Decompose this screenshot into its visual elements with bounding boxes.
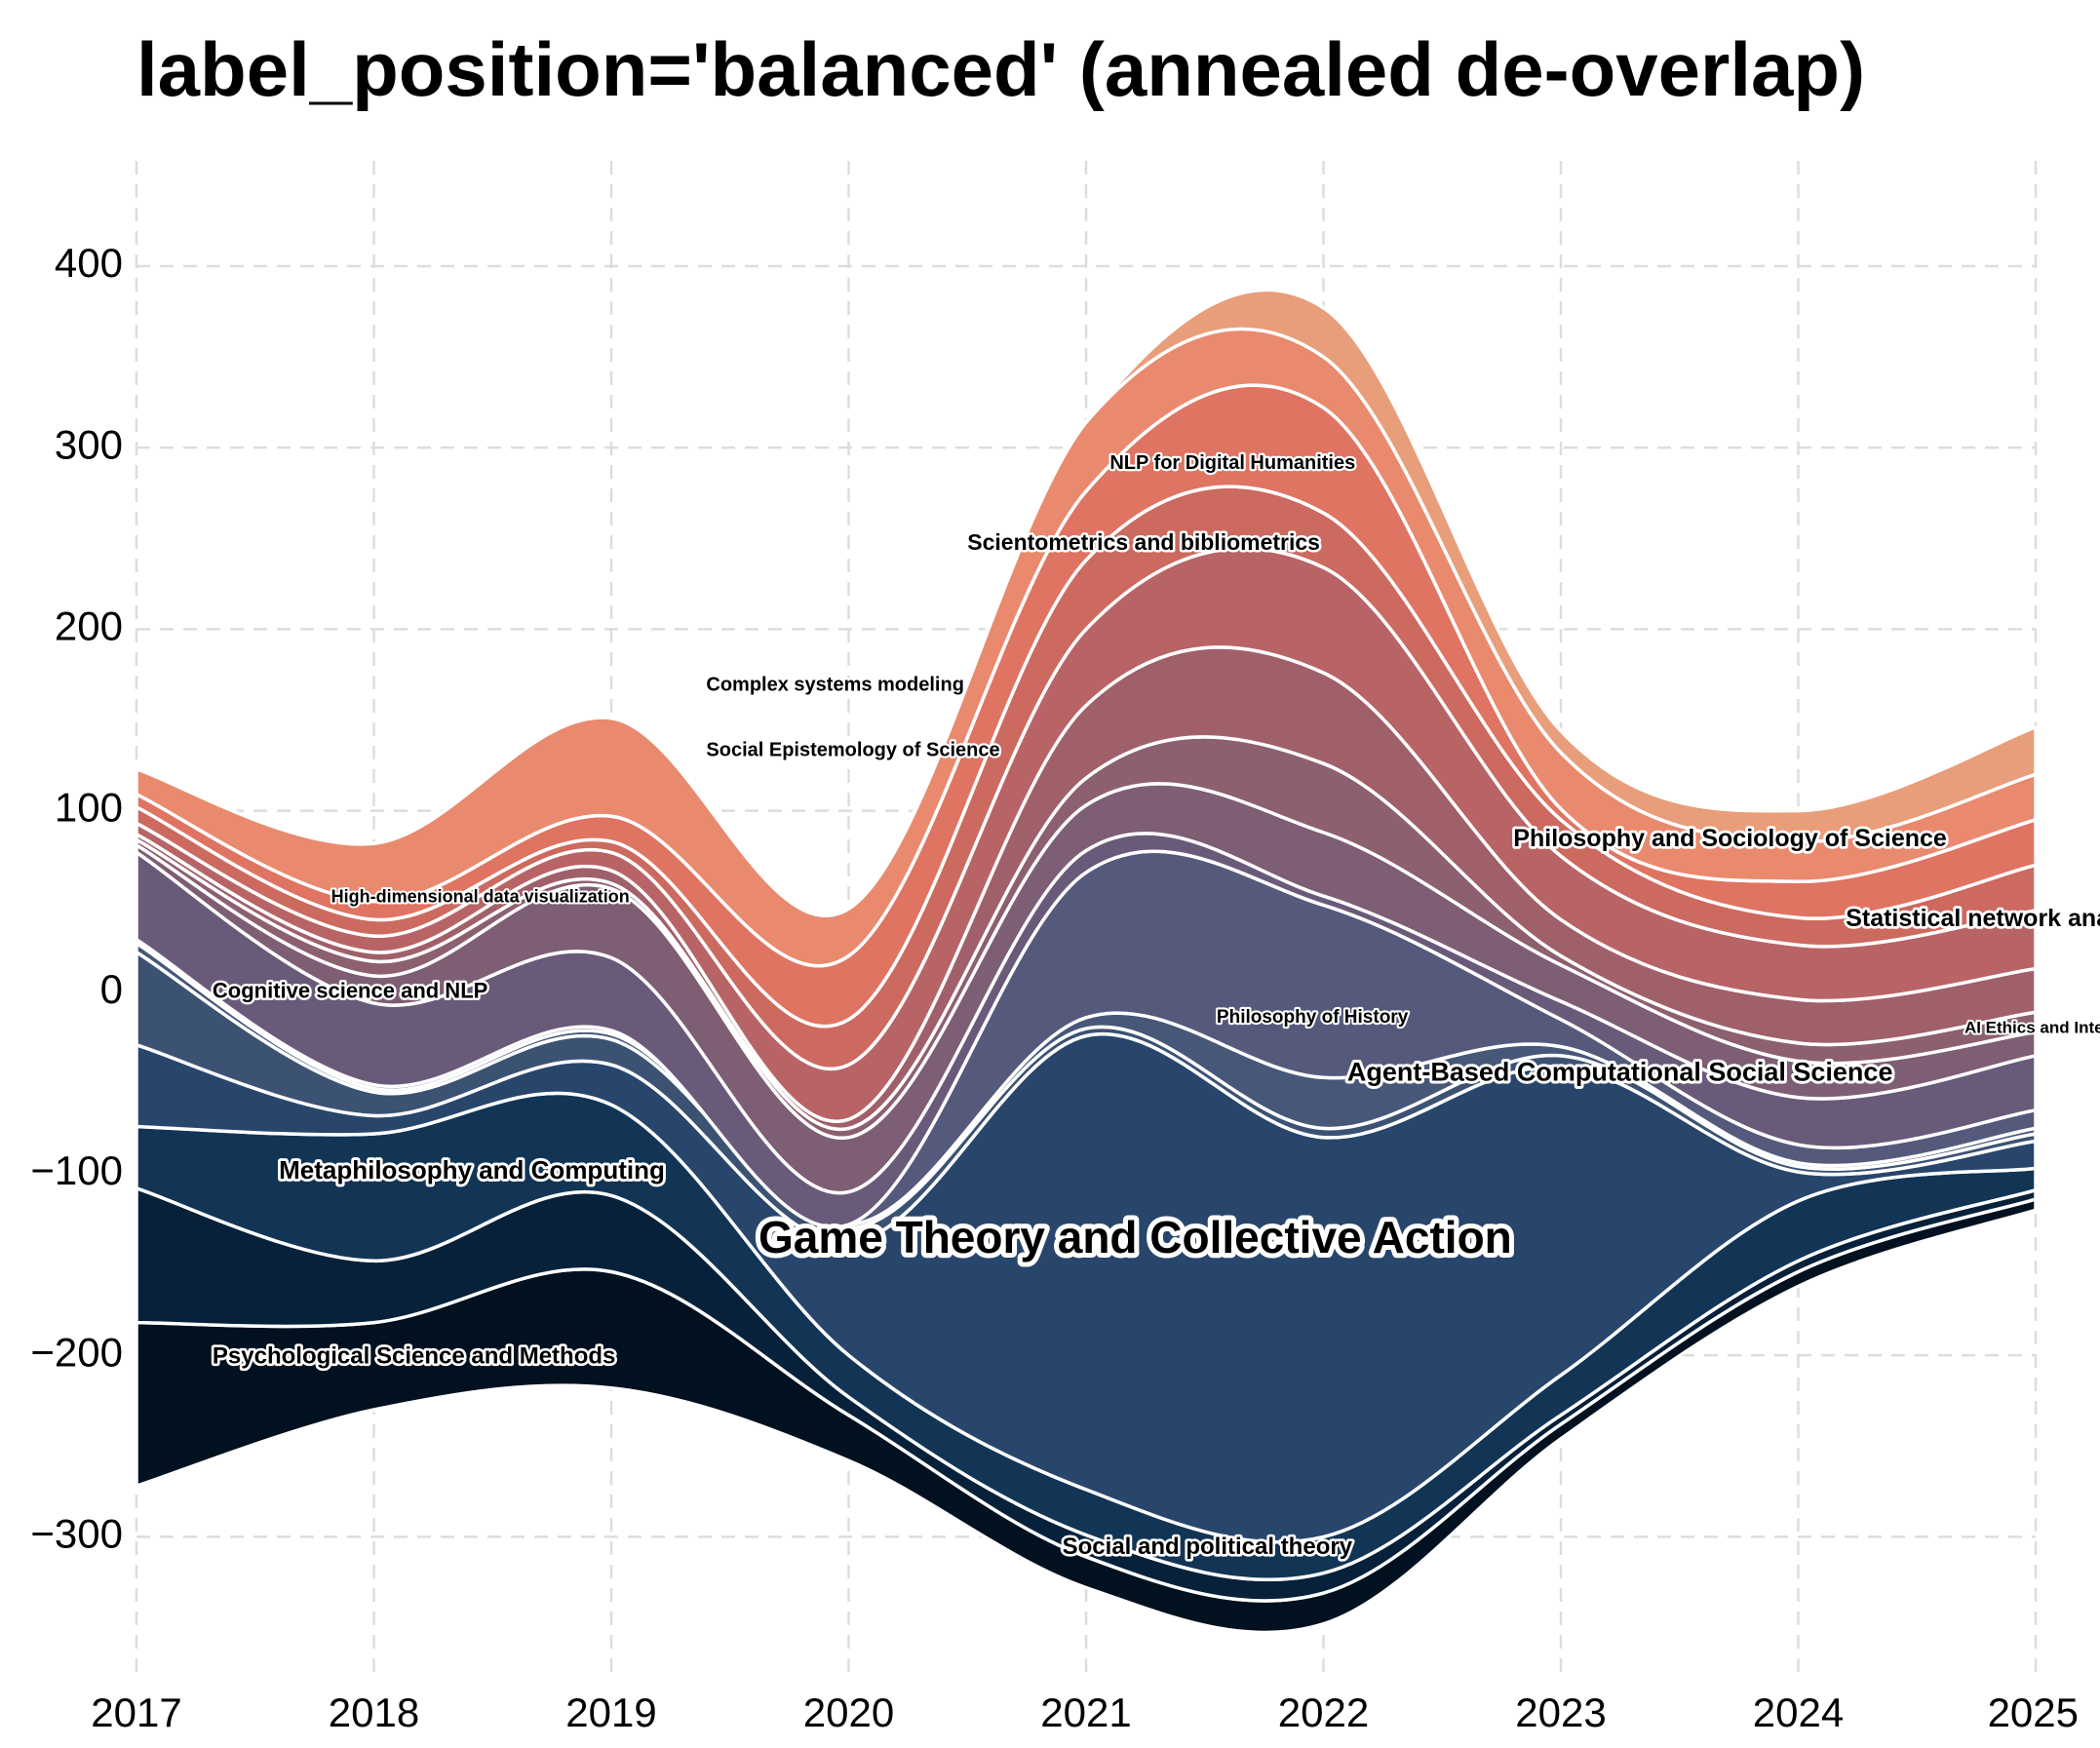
stream-label: Cognitive science and NLP <box>213 979 487 1003</box>
y-tick-label: 400 <box>55 240 123 286</box>
stream-label: Social and political theory <box>1063 1534 1353 1560</box>
stream-label: High-dimensional data visualization <box>331 887 630 907</box>
x-tick-label: 2019 <box>565 1690 656 1735</box>
stream-label: AI Ethics and Interpretability <box>1964 1018 2100 1036</box>
x-tick-label: 2021 <box>1040 1690 1131 1735</box>
stream-label: Agent-Based Computational Social Science <box>1347 1058 1893 1087</box>
x-tick-label: 2023 <box>1515 1690 1606 1735</box>
stream-label: Social Epistemology of Science <box>706 739 999 760</box>
stream-label: Game Theory and Collective Action <box>758 1212 1512 1262</box>
x-tick-label: 2017 <box>91 1690 181 1735</box>
stream-label: Philosophy of History <box>1217 1007 1409 1028</box>
x-tick-label: 2020 <box>803 1690 894 1735</box>
y-axis: 400 300 200 100 0 −100 −200 −300 <box>30 240 123 1556</box>
x-tick-label: 2024 <box>1753 1690 1844 1735</box>
stream-extra-top-band <box>135 288 2038 917</box>
x-tick-label: 2025 <box>1988 1690 2079 1735</box>
stream-label: NLP for Digital Humanities <box>1109 452 1355 474</box>
y-tick-label: −100 <box>30 1147 123 1193</box>
y-tick-label: 200 <box>55 602 123 648</box>
y-tick-label: −200 <box>30 1329 123 1375</box>
stream-label: Scientometrics and bibliometrics <box>967 529 1320 555</box>
label-layer: NLP for Digital Humanities Scientometrics… <box>210 450 2100 1562</box>
x-tick-label: 2018 <box>329 1690 419 1735</box>
stream-label: Metaphilosophy and Computing <box>279 1155 665 1185</box>
stream-label: Statistical network analysis <box>1846 905 2100 932</box>
x-axis: 2017 2018 2019 2020 2021 2022 2023 2024 2025 <box>91 1690 2079 1735</box>
chart-title: label_position='balanced' (annealed de-o… <box>136 26 1865 112</box>
stream-label: Philosophy and Sociology of Science <box>1513 825 1947 852</box>
y-tick-label: 100 <box>55 785 123 831</box>
stream-label: Psychological Science and Methods <box>213 1342 615 1369</box>
stream-label: Complex systems modeling <box>706 674 964 695</box>
y-tick-label: 300 <box>55 421 123 467</box>
stream-layer <box>135 288 2038 1635</box>
y-tick-label: 0 <box>100 966 123 1012</box>
x-tick-label: 2022 <box>1278 1690 1369 1735</box>
y-tick-label: −300 <box>30 1510 123 1556</box>
